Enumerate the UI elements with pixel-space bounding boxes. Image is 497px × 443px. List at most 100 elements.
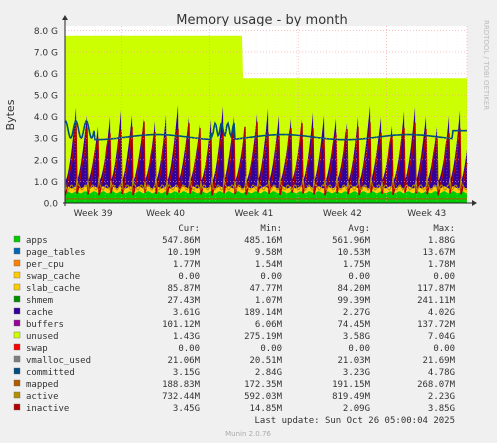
legend-avg-value: 21.03M	[337, 356, 370, 366]
legend-cur-value: 85.87M	[167, 284, 200, 294]
legend-avg-value: 191.15M	[332, 380, 371, 390]
legend-avg-value: 819.49M	[332, 392, 371, 402]
legend-swatch	[13, 391, 21, 399]
legend-min-value: 0.00	[260, 272, 282, 282]
x-tick-label: Week 42	[323, 209, 362, 219]
legend-min-value: 485.16M	[244, 236, 283, 246]
legend-avg-value: 84.20M	[337, 284, 370, 294]
legend-cur-value: 3.61G	[173, 308, 200, 318]
legend-name-value: cache	[26, 308, 53, 318]
legend-name-value: page_tables	[26, 248, 86, 258]
legend-max-value: 7.04G	[428, 332, 455, 342]
column-header-avg: Avg:	[348, 224, 370, 234]
legend-swatch	[13, 295, 21, 303]
rrdtool-credit-label: RRDTOOL / TOBI OETIKER	[482, 20, 490, 110]
x-tick-label: Week 41	[234, 209, 273, 219]
legend-min-value: 14.85M	[249, 404, 282, 414]
legend-row-shmem: shmem 27.43M 1.07M 99.39M 241.11M	[13, 295, 456, 306]
legend-max-value: 4.78G	[428, 368, 455, 378]
legend-swatch	[13, 307, 21, 315]
legend-max-value: 137.72M	[417, 320, 456, 330]
legend-min-value: 592.03M	[244, 392, 283, 402]
legend-cur-value: 547.86M	[162, 236, 201, 246]
legend-row-per-cpu: per_cpu 1.77M 1.54M 1.75M 1.78M	[13, 259, 456, 270]
legend-max-value: 4.02G	[428, 308, 455, 318]
legend-cur-value: 1.43G	[173, 332, 200, 342]
legend-max-value: 13.67M	[422, 248, 455, 258]
legend-cur-value: 3.15G	[173, 368, 200, 378]
legend-name-value: active	[26, 392, 59, 402]
y-tick-label: 3.0 G	[34, 135, 58, 145]
legend-swatch	[13, 271, 21, 279]
legend-row-inactive: inactive 3.45G 14.85M 2.09G 3.85G	[13, 403, 455, 414]
legend-cur-value: 21.06M	[167, 356, 200, 366]
legend-cur-value: 101.12M	[162, 320, 201, 330]
legend-name-value: swap_cache	[26, 272, 80, 282]
legend-cur-value: 732.44M	[162, 392, 201, 402]
legend-name-value: unused	[26, 332, 59, 342]
legend-name-value: per_cpu	[26, 260, 64, 270]
legend-min-value: 47.77M	[249, 284, 282, 294]
legend-row-unused: unused 1.43G 275.19M 3.58G 7.04G	[13, 331, 455, 342]
legend-cur-value: 1.77M	[173, 260, 201, 270]
legend-swatch	[13, 343, 21, 351]
grid-lines	[64, 26, 468, 203]
munin-version-label: Munin 2.0.76	[225, 430, 271, 438]
y-tick-label: 1.0 G	[34, 178, 58, 188]
legend-min-value: 6.06M	[255, 320, 283, 330]
legend-avg-value: 561.96M	[332, 236, 371, 246]
y-tick-label: 7.0 G	[34, 48, 58, 58]
legend-row-committed: committed 3.15G 2.84G 3.23G 4.78G	[13, 367, 455, 378]
legend-avg-value: 0.00	[348, 344, 370, 354]
legend-name-value: inactive	[26, 404, 69, 414]
chart-title: Memory usage - by month	[176, 13, 347, 28]
legend-avg-value: 74.45M	[337, 320, 370, 330]
x-tick-label: Week 40	[146, 209, 185, 219]
legend-cur-value: 188.83M	[162, 380, 201, 390]
area-unused	[65, 35, 467, 182]
legend-min-value: 189.14M	[244, 308, 283, 318]
legend-swatch	[13, 403, 21, 411]
last-update-label: Last update: Sun Oct 26 05:00:04 2025	[255, 416, 455, 426]
legend-row-slab-cache: slab_cache 85.87M 47.77M 84.20M 117.87M	[13, 283, 456, 294]
legend-min-value: 1.54M	[255, 260, 283, 270]
legend-row-apps: apps 547.86M 485.16M 561.96M 1.88G	[13, 235, 455, 246]
legend-swatch	[13, 283, 21, 291]
legend-max-value: 117.87M	[417, 284, 456, 294]
y-tick-label: 6.0 G	[34, 70, 58, 80]
legend-name-value: slab_cache	[26, 284, 80, 294]
y-tick-label: 4.0 G	[34, 113, 58, 123]
legend-cur-value: 27.43M	[167, 296, 200, 306]
legend-min-value: 0.00	[260, 344, 282, 354]
legend-swatch	[13, 319, 21, 327]
legend-row-vmalloc-used: vmalloc_used 21.06M 20.51M 21.03M 21.69M	[13, 355, 456, 366]
legend-min-value: 172.35M	[244, 380, 283, 390]
legend-avg-value: 2.09G	[343, 404, 370, 414]
legend-avg-value: 2.27G	[343, 308, 370, 318]
legend-avg-value: 3.58G	[343, 332, 370, 342]
legend-max-value: 2.23G	[428, 392, 455, 402]
legend-avg-value: 3.23G	[343, 368, 370, 378]
legend-name-value: mapped	[26, 380, 59, 390]
x-axis-arrow	[472, 200, 477, 206]
legend-swatch	[13, 247, 21, 255]
legend-avg-value: 0.00	[348, 272, 370, 282]
legend-swatch	[13, 235, 21, 243]
legend-row-buffers: buffers 101.12M 6.06M 74.45M 137.72M	[13, 319, 456, 330]
legend-cur-value: 3.45G	[173, 404, 200, 414]
legend-cur-value: 10.19M	[167, 248, 200, 258]
y-axis-arrow	[62, 15, 68, 20]
y-tick-label: 0.0	[44, 200, 59, 210]
column-header-cur: Cur:	[178, 224, 200, 234]
legend-row-page-tables: page_tables 10.19M 9.58M 10.53M 13.67M	[13, 247, 456, 258]
legend-avg-value: 10.53M	[337, 248, 370, 258]
y-tick-label: 8.0 G	[34, 27, 58, 37]
legend-max-value: 0.00	[433, 272, 455, 282]
legend-max-value: 268.07M	[417, 380, 456, 390]
legend-name-value: shmem	[26, 296, 53, 306]
legend-avg-value: 99.39M	[337, 296, 370, 306]
legend-avg-value: 1.75M	[343, 260, 371, 270]
legend-max-value: 1.78M	[428, 260, 456, 270]
legend-table: apps 547.86M 485.16M 561.96M 1.88Gpage_table…	[13, 235, 456, 414]
